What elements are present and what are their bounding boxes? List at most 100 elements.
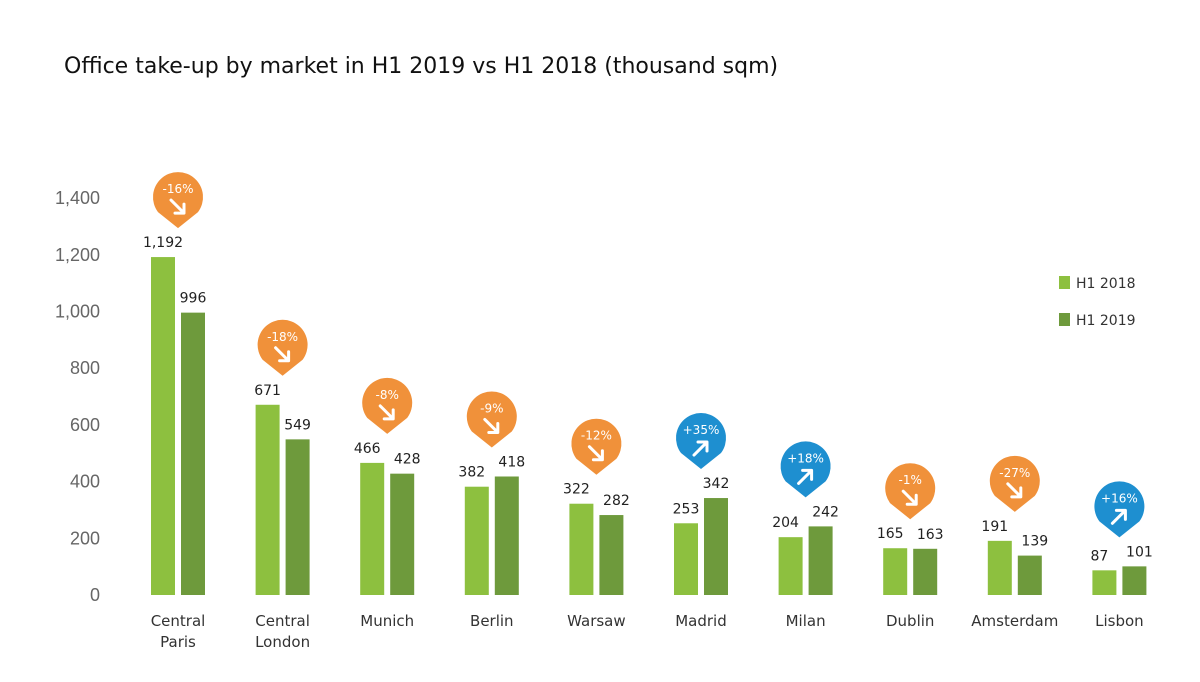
bar-h1-2019 [1017, 555, 1042, 595]
legend-swatch [1059, 276, 1070, 289]
y-tick-label: 1,400 [55, 188, 100, 208]
category-label: Berlin [470, 612, 514, 630]
badge-pin-shape [152, 172, 203, 229]
y-tick-label: 600 [70, 415, 100, 435]
badge-percent-text: -1% [899, 473, 922, 487]
change-badge: -18% [257, 319, 308, 376]
category-label: Amsterdam [971, 612, 1058, 630]
bar-h1-2018 [255, 404, 280, 595]
bar-h1-2019 [494, 476, 519, 595]
y-tick-label: 1,000 [55, 302, 100, 322]
arrow-up-right-icon [1110, 508, 1127, 525]
badge-percent-text: -16% [162, 182, 193, 196]
badge-percent-text: +16% [1101, 491, 1138, 505]
change-badge: -12% [571, 418, 622, 475]
bar-h1-2018 [464, 486, 489, 595]
badge-percent-text: -12% [581, 429, 612, 443]
data-label-h1-2019: 282 [603, 493, 630, 509]
change-badge: +18% [780, 441, 831, 498]
data-label-h1-2018: 87 [1090, 548, 1108, 564]
bar-h1-2019 [1122, 566, 1147, 595]
arrow-down-right-icon [1006, 482, 1023, 499]
data-label-h1-2019: 428 [394, 452, 421, 468]
category-label: Munich [360, 612, 414, 630]
badge-percent-text: +18% [787, 451, 824, 465]
category-label: Paris [160, 633, 196, 651]
category-label: Dublin [886, 612, 934, 630]
bar-h1-2019 [913, 548, 938, 595]
badge-percent-text: -27% [999, 466, 1030, 480]
bar-h1-2019 [599, 515, 624, 595]
arrow-up-right-icon [797, 468, 814, 485]
badge-percent-text: +35% [683, 423, 720, 437]
badge-pin-shape [362, 377, 413, 434]
badge-pin-shape [466, 391, 517, 448]
change-badge: -27% [989, 455, 1040, 512]
category-label: Milan [786, 612, 826, 630]
data-label-h1-2019: 342 [703, 476, 730, 492]
change-badge: +35% [676, 413, 727, 470]
bar-h1-2019 [390, 473, 415, 595]
data-label-h1-2019: 418 [498, 454, 525, 470]
bar-h1-2018 [151, 257, 175, 595]
bar-h1-2019 [808, 526, 833, 595]
data-label-h1-2018: 466 [354, 441, 381, 457]
category-label: London [255, 633, 310, 651]
badge-pin-shape [885, 463, 936, 520]
data-label-h1-2018: 253 [673, 501, 700, 517]
badge-percent-text: -18% [267, 330, 298, 344]
data-label-h1-2018: 382 [458, 465, 485, 481]
chart-title: Office take-up by market in H1 2019 vs H… [64, 54, 779, 79]
bar-h1-2018 [987, 540, 1012, 595]
arrow-down-right-icon [901, 489, 918, 506]
data-label-h1-2019: 139 [1021, 534, 1048, 550]
y-tick-label: 0 [90, 585, 100, 605]
data-label-h1-2018: 322 [563, 482, 590, 498]
change-badge: -1% [885, 463, 936, 520]
arrow-down-right-icon [169, 198, 186, 215]
legend-swatch [1059, 313, 1070, 326]
y-tick-label: 400 [70, 472, 100, 492]
badge-pin-shape [257, 319, 308, 376]
data-label-h1-2019: 242 [812, 504, 839, 520]
arrow-down-right-icon [483, 417, 500, 434]
bar-h1-2018 [569, 503, 594, 595]
change-badge: -9% [466, 391, 517, 448]
change-badge: +16% [1094, 481, 1145, 538]
change-badge: -16% [152, 172, 203, 229]
category-label: Warsaw [567, 612, 626, 630]
arrow-down-right-icon [378, 404, 395, 421]
data-label-h1-2019: 163 [917, 527, 944, 543]
badge-percent-text: -8% [376, 388, 399, 402]
bar-h1-2018 [778, 537, 803, 595]
badge-pin-shape [571, 418, 622, 475]
change-badge: -8% [362, 377, 413, 434]
data-label-h1-2018: 165 [877, 526, 904, 542]
badge-percent-text: -9% [480, 401, 503, 415]
bar-h1-2018 [883, 548, 908, 595]
data-label-h1-2018: 671 [254, 383, 281, 399]
legend-label: H1 2019 [1076, 313, 1136, 329]
badge-pin-shape [989, 455, 1040, 512]
category-label: Lisbon [1095, 612, 1144, 630]
arrow-down-right-icon [274, 346, 291, 363]
y-tick-label: 800 [70, 358, 100, 378]
category-label: Central [151, 612, 206, 630]
bar-h1-2019 [285, 439, 310, 595]
bar-h1-2019 [181, 312, 205, 595]
arrow-up-right-icon [692, 440, 709, 457]
y-tick-label: 200 [70, 528, 100, 548]
category-label: Madrid [675, 612, 727, 630]
bar-h1-2019 [704, 498, 728, 595]
data-label-h1-2019: 101 [1126, 544, 1153, 560]
data-label-h1-2018: 1,192 [143, 235, 183, 251]
y-tick-label: 1,200 [55, 245, 100, 265]
bar-h1-2018 [1092, 570, 1117, 595]
bar-h1-2018 [360, 462, 385, 595]
legend-label: H1 2018 [1076, 276, 1136, 292]
category-label: Central [255, 612, 310, 630]
data-label-h1-2019: 549 [284, 417, 311, 433]
arrow-down-right-icon [587, 445, 604, 462]
bar-h1-2018 [674, 523, 698, 595]
